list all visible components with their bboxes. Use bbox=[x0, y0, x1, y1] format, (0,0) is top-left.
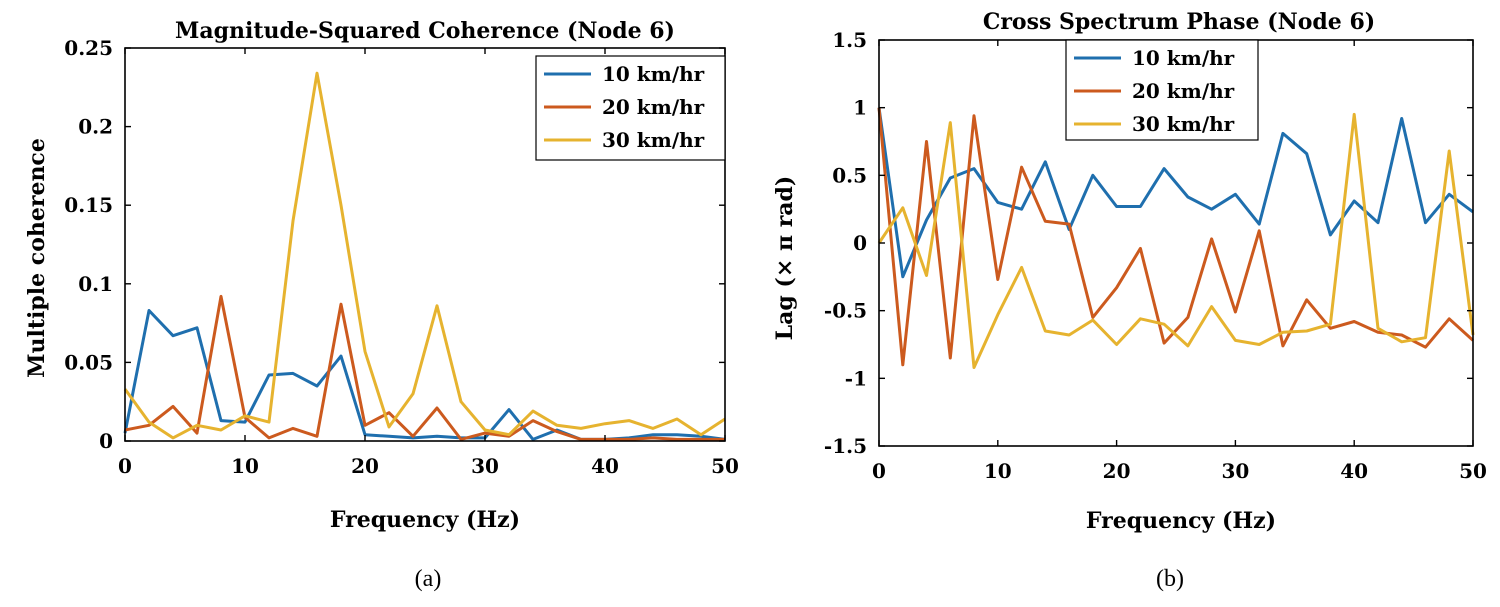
phase-y-tick-label: -0.5 bbox=[824, 299, 867, 323]
phase-legend-label-2: 20 km/hr bbox=[1132, 79, 1235, 103]
coherence-y-tick-label: 0.2 bbox=[78, 115, 113, 139]
coherence-x-tick-label: 30 bbox=[471, 454, 499, 478]
coherence-legend-label-1: 10 km/hr bbox=[602, 62, 705, 86]
coherence-chart-title: Magnitude-Squared Coherence (Node 6) bbox=[175, 18, 675, 44]
phase-x-tick-label: 40 bbox=[1340, 459, 1368, 483]
phase-series-line-3 bbox=[877, 112, 1475, 369]
phase-y-tick-label: -1 bbox=[845, 366, 867, 390]
coherence-series-line-3 bbox=[123, 71, 726, 440]
coherence-x-tick-label: 10 bbox=[231, 454, 259, 478]
phase-chart: Cross Spectrum Phase (Node 6) 0 10 20 30 40 5… bbox=[772, 9, 1487, 592]
coherence-y-tick-label: 0 bbox=[99, 429, 113, 453]
coherence-x-tick-label: 20 bbox=[351, 454, 379, 478]
phase-chart-title: Cross Spectrum Phase (Node 6) bbox=[983, 9, 1375, 35]
phase-y-tick-label: 1 bbox=[853, 96, 867, 120]
phase-series-line-2 bbox=[877, 107, 1475, 367]
phase-legend-label-1: 10 km/hr bbox=[1132, 46, 1235, 70]
phase-x-tick-label: 30 bbox=[1221, 459, 1249, 483]
phase-caption: (b) bbox=[1156, 566, 1184, 592]
phase-y-tick-label: -1.5 bbox=[824, 434, 867, 458]
phase-y-tick-label: 1.5 bbox=[832, 28, 867, 52]
phase-legend: 10 km/hr 20 km/hr 30 km/hr bbox=[1065, 39, 1259, 141]
coherence-y-tick-label: 0.15 bbox=[64, 193, 113, 217]
coherence-legend-label-2: 20 km/hr bbox=[602, 95, 705, 119]
coherence-y-axis-label: Multiple coherence bbox=[24, 138, 50, 378]
coherence-caption: (a) bbox=[415, 566, 442, 592]
phase-series-line-1 bbox=[877, 107, 1474, 279]
phase-y-tick-label: 0.5 bbox=[832, 163, 867, 187]
coherence-series-line-2 bbox=[124, 294, 725, 441]
coherence-x-axis-label: Frequency (Hz) bbox=[330, 507, 520, 533]
coherence-y-tick-label: 0.05 bbox=[64, 350, 113, 374]
coherence-y-tick-label: 0.1 bbox=[78, 272, 113, 296]
coherence-plot-frame bbox=[124, 47, 726, 442]
coherence-x-tick-label: 40 bbox=[591, 454, 619, 478]
coherence-legend-label-3: 30 km/hr bbox=[602, 128, 705, 152]
phase-x-tick-label: 10 bbox=[984, 459, 1012, 483]
phase-y-tick-label: 0 bbox=[853, 231, 867, 255]
coherence-y-tick-label: 0.25 bbox=[64, 36, 113, 60]
phase-y-axis-label: Lag (× π rad) bbox=[772, 176, 798, 341]
coherence-x-tick-label: 0 bbox=[118, 454, 132, 478]
coherence-legend: 10 km/hr 20 km/hr 30 km/hr bbox=[535, 55, 726, 161]
coherence-x-tick-label: 50 bbox=[711, 454, 739, 478]
phase-x-tick-label: 50 bbox=[1459, 459, 1487, 483]
coherence-chart: Magnitude-Squared Coherence (Node 6) 0 10… bbox=[24, 18, 739, 592]
phase-x-axis-label: Frequency (Hz) bbox=[1086, 508, 1276, 534]
phase-x-tick-label: 0 bbox=[872, 459, 886, 483]
phase-legend-label-3: 30 km/hr bbox=[1132, 112, 1235, 136]
phase-x-tick-label: 20 bbox=[1103, 459, 1131, 483]
